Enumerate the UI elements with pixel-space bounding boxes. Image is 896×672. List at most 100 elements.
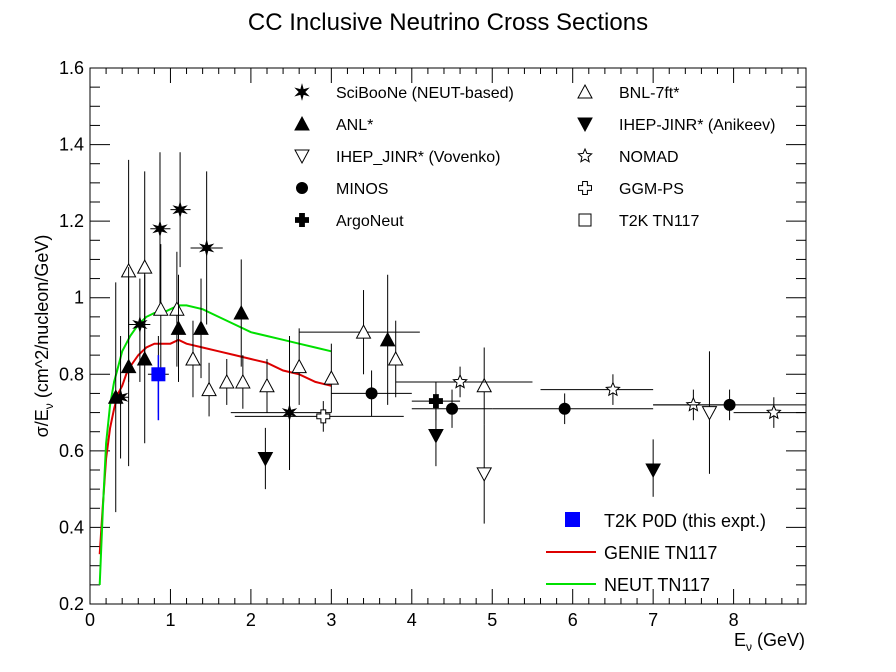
marker-bnl	[291, 358, 308, 374]
y-tick-label: 0.2	[59, 594, 84, 614]
marker-anl	[107, 389, 124, 404]
legend-marker-ihep_anikeev	[577, 117, 593, 133]
marker-nomad	[452, 373, 468, 389]
data-point-ihep_vovenko	[701, 351, 718, 474]
x-tick-label: 6	[568, 610, 578, 630]
x-axis-label: Eν (GeV)	[734, 630, 805, 654]
legend-entry-argoneut: ArgoNeut	[295, 213, 404, 230]
legend-entry-ggm: GGM-PS	[578, 181, 684, 198]
marker-ihep_anikeev	[645, 463, 661, 479]
marker-bnl	[387, 350, 404, 366]
legend-marker-bnl	[577, 83, 593, 99]
legend-marker-nomad	[577, 147, 593, 163]
legend-marker-ggm	[578, 181, 592, 195]
data-point-anl	[233, 259, 250, 367]
y-tick-label: 1	[74, 288, 84, 308]
marker-t2k-p0d	[151, 367, 166, 382]
data-point-anl	[193, 278, 209, 379]
data-point-sciboone	[170, 152, 191, 268]
y-tick-label: 1.2	[59, 211, 84, 231]
marker-nomad	[765, 404, 782, 420]
y-tick-label: 0.8	[59, 364, 84, 384]
marker-sciboone	[198, 239, 215, 257]
y-tick-label: 1.4	[59, 135, 84, 155]
legend-label: IHEP-JINR* (Anikeev)	[619, 117, 775, 134]
x-tick-label: 5	[487, 610, 497, 630]
data-point-ihep_anikeev	[645, 439, 661, 497]
data-point-minos	[492, 393, 654, 425]
data-point-anl	[120, 267, 137, 467]
data-point-anl	[170, 274, 187, 382]
marker-ihep_vovenko	[476, 467, 493, 482]
data-point-ihep_anikeev	[257, 427, 274, 490]
legend-top: SciBooNe (NEUT-based) BNL-7ft* ANL* IHEP-JI…	[294, 83, 775, 230]
data-point-sciboone	[230, 336, 332, 470]
data-point-minos	[411, 389, 493, 428]
neut-tn117-line	[98, 304, 332, 585]
legend-label: ANL*	[336, 117, 373, 134]
y-tick-label: 1.6	[59, 58, 84, 78]
legend-marker-sciboone	[294, 83, 310, 101]
data-point-bnl	[185, 320, 201, 398]
legend-entry-neut: NEUT TN117	[546, 575, 710, 595]
legend-label: ArgoNeut	[336, 213, 404, 230]
data-point-argoneut	[411, 381, 461, 421]
legend-entry-ihep_anikeev: IHEP-JINR* (Anikeev)	[577, 117, 775, 134]
marker-bnl	[323, 370, 340, 385]
data-point-bnl	[476, 347, 493, 425]
marker-bnl	[235, 373, 251, 389]
marker-bnl	[152, 301, 169, 316]
data-point-minos	[331, 370, 412, 417]
data-point-anl	[379, 274, 396, 405]
marker-bnl	[169, 301, 185, 316]
marker-bnl	[476, 377, 493, 393]
data-point-bnl	[323, 343, 340, 413]
legend-entry-nomad: NOMAD	[577, 147, 679, 166]
data-point-nomad	[733, 397, 806, 428]
legend-label: NOMAD	[619, 149, 679, 166]
data-point-sciboone	[150, 152, 171, 306]
marker-ihep_anikeev	[428, 429, 444, 444]
data-point-bnl	[387, 320, 404, 398]
marker-sciboone	[172, 200, 188, 219]
data-point-minos	[653, 389, 806, 421]
chart-title: CC Inclusive Neutrino Cross Sections	[248, 9, 648, 36]
data-point-nomad	[540, 374, 654, 405]
marker-anl	[233, 304, 250, 320]
marker-sciboone	[132, 315, 148, 334]
legend-entry-minos: MINOS	[296, 181, 388, 198]
data-point-bnl	[152, 244, 169, 375]
marker-ihep_anikeev	[257, 452, 274, 467]
x-tick-label: 3	[326, 610, 336, 630]
marker-bnl	[218, 373, 235, 389]
data-point-ihep_vovenko	[476, 424, 493, 524]
legend-marker-t2k_p0d	[565, 512, 580, 527]
data-point-bnl	[169, 251, 185, 367]
legend-label: T2K P0D (this expt.)	[604, 511, 766, 531]
data-point-bnl	[259, 358, 275, 413]
marker-bnl	[201, 381, 217, 397]
x-axis: 0 1 2 3 4 5 6 7 8	[85, 68, 799, 630]
legend-label: GENIE TN117	[604, 543, 717, 563]
marker-minos	[723, 398, 736, 411]
y-tick-label: 0.4	[59, 517, 84, 537]
legend-marker-t2k_tn117	[578, 213, 592, 227]
marker-bnl	[136, 259, 153, 274]
marker-argoneut	[428, 394, 443, 409]
data-point-bnl	[218, 358, 235, 405]
marker-minos	[446, 402, 459, 415]
model-lines	[98, 304, 332, 585]
data-point-nomad	[395, 366, 533, 398]
legend-bottom: T2K P0D (this expt.) GENIE TN117 NEUT TN11…	[546, 511, 766, 595]
y-tick-label: 0.6	[59, 441, 84, 461]
data-point-bnl	[201, 362, 217, 417]
x-tick-label: 4	[407, 610, 417, 630]
data-point-bnl	[299, 290, 420, 375]
x-tick-label: 7	[648, 610, 658, 630]
x-tick-label: 1	[165, 610, 175, 630]
legend-entry-genie: GENIE TN117	[546, 543, 717, 563]
marker-sciboone	[152, 219, 168, 238]
x-tick-label: 2	[246, 610, 256, 630]
marker-bnl	[185, 350, 201, 366]
